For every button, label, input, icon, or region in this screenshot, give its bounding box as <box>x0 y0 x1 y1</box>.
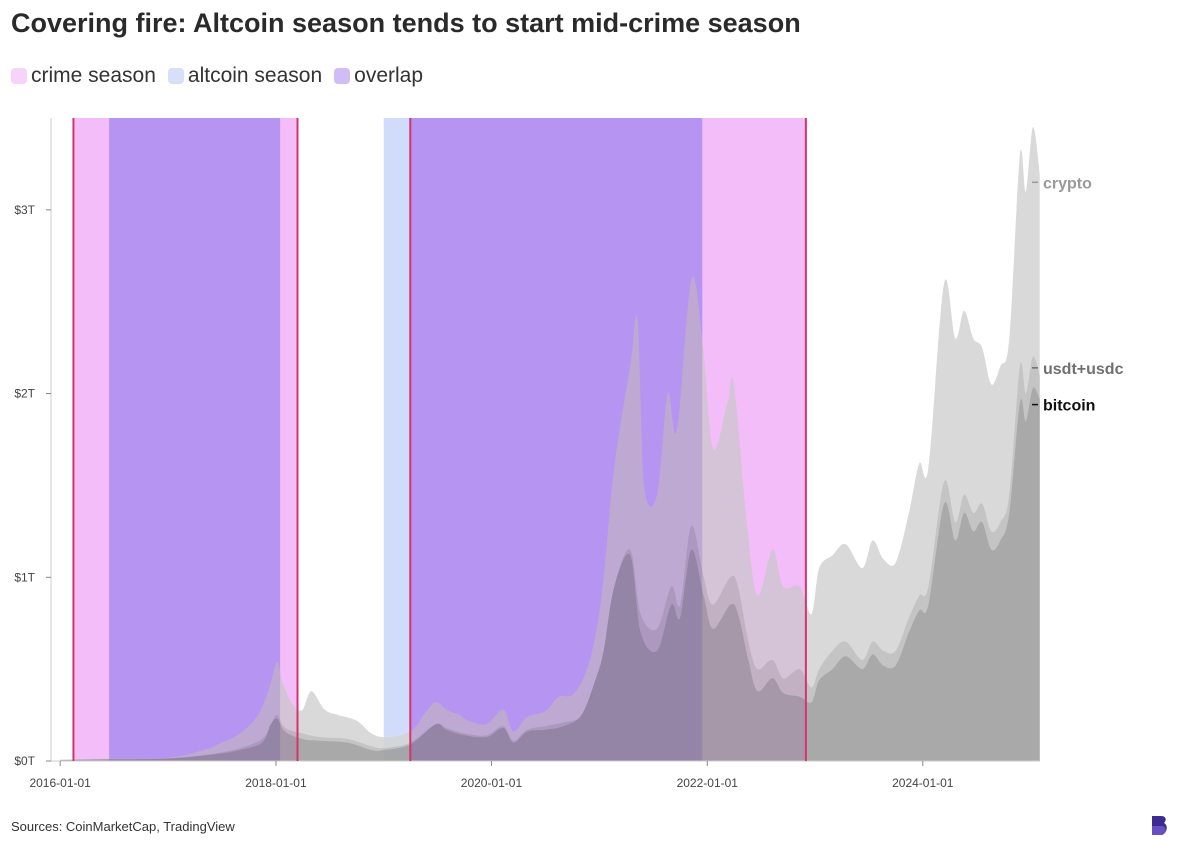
legend-label-altcoin-season: altcoin season <box>187 64 323 87</box>
y-tick-label: $1T <box>14 570 35 584</box>
season-overlay <box>73 118 806 761</box>
legend-label-crime-season: crime season <box>31 64 156 87</box>
crime-season-boundaries <box>72 118 807 761</box>
legend-item-altcoin-season: altcoin season <box>167 64 323 88</box>
series-end-labels: crypto usdt+usdc bitcoin <box>1032 175 1124 415</box>
legend-swatch-overlap <box>334 68 351 84</box>
end-label-bitcoin: bitcoin <box>1043 398 1095 415</box>
x-tick-label: 2020-01-01 <box>461 776 523 790</box>
altcoin-season-overlay <box>109 118 281 761</box>
chart-title: Covering fire: Altcoin season tends to s… <box>11 8 801 38</box>
x-tick-label: 2016-01-01 <box>29 776 91 790</box>
y-tick-label: $3T <box>14 203 35 217</box>
y-tick-label: $0T <box>14 754 35 768</box>
x-tick-label: 2018-01-01 <box>245 776 307 790</box>
end-label-usdt-usdc: usdt+usdc <box>1043 361 1124 378</box>
y-tick-label: $2T <box>14 387 35 401</box>
legend-item-overlap: overlap <box>334 64 423 88</box>
legend-label-overlap: overlap <box>354 64 424 87</box>
legend-swatch-altcoin-season <box>167 68 184 84</box>
legend-swatch-crime-season <box>11 68 27 84</box>
brand-logo-icon <box>1152 816 1167 835</box>
area-bitcoin <box>60 387 1040 761</box>
legend: crime season altcoin season overlap <box>11 64 435 88</box>
end-label-crypto: crypto <box>1043 175 1092 192</box>
x-tick-label: 2022-01-01 <box>677 776 739 790</box>
x-tick-label: 2024-01-01 <box>892 776 954 790</box>
altcoin-season-overlay <box>383 118 703 761</box>
legend-item-crime-season: crime season <box>11 64 156 88</box>
source-note: Sources: CoinMarketCap, TradingView <box>11 819 235 834</box>
axes: $0T $1T $2T $3T 2016-01-01 2018-01-01 2020-01-… <box>14 118 1040 790</box>
